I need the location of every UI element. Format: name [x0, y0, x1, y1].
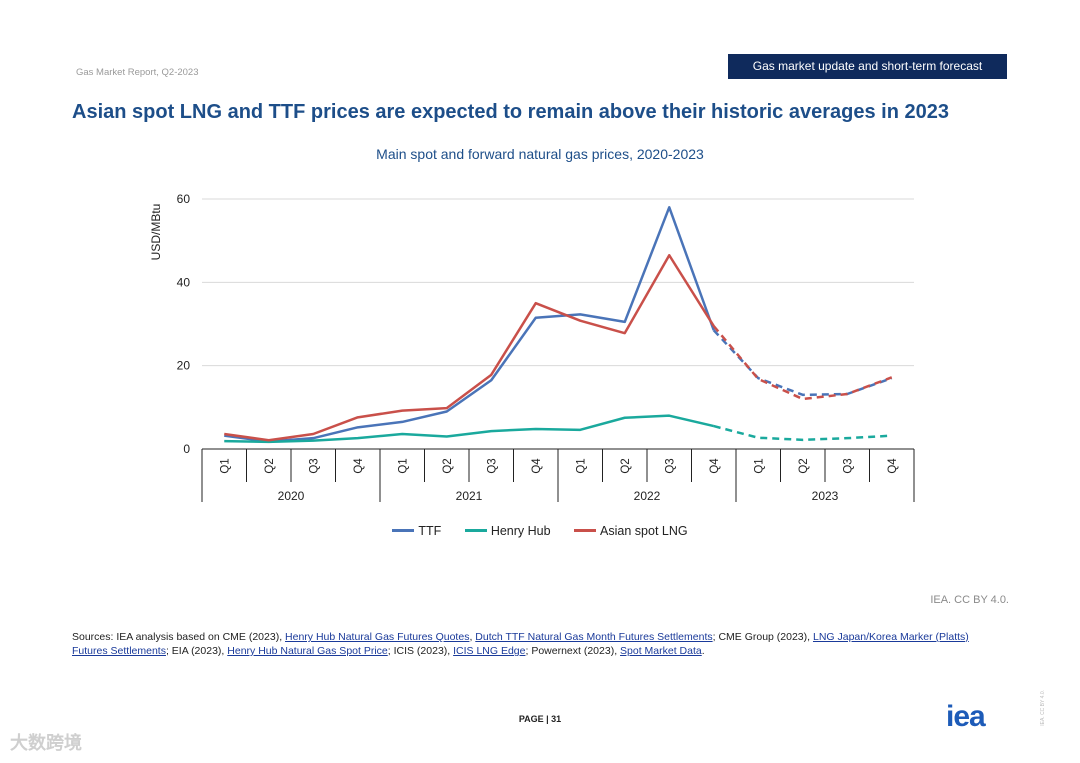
chart-legend: TTF Henry Hub Asian spot LNG	[0, 521, 1080, 538]
series-line-asian-spot-lng	[224, 254, 715, 442]
y-tick-label: 60	[177, 192, 191, 206]
sources-text: Sources: IEA analysis based on CME (2023…	[72, 631, 286, 643]
source-link-lng-japan-korea[interactable]: LNG Japan/Korea Marker (Platts) Futures …	[72, 631, 969, 657]
watermark: 大数跨境	[10, 733, 82, 753]
series-line-ttf	[224, 206, 715, 443]
x-tick-label: Q1	[753, 458, 765, 473]
x-tick-label: Q3	[486, 458, 498, 473]
x-tick-label: Q1	[219, 458, 231, 473]
sources-text: ,	[469, 631, 476, 643]
sources-text: ; Powernext (2023),	[525, 645, 621, 657]
iea-logo: iea	[946, 700, 986, 733]
legend-item-asian-lng[interactable]: Asian spot LNG	[574, 524, 688, 538]
series-line-henry-hub	[224, 414, 715, 444]
sources-text: .	[701, 645, 705, 657]
x-tick-label: Q3	[664, 458, 676, 473]
sources-text: ; EIA (2023),	[165, 645, 228, 657]
section-badge: Gas market update and short-term forecas…	[728, 54, 1007, 79]
x-tick-label: Q3	[842, 458, 854, 473]
source-link-spot-market-data[interactable]: Spot Market Data	[620, 645, 702, 657]
chart-credit: IEA. CC BY 4.0.	[930, 594, 1009, 606]
chart-title: Main spot and forward natural gas prices…	[376, 146, 704, 162]
x-tick-label: Q2	[620, 458, 632, 473]
page-number: PAGE | 31	[518, 714, 562, 724]
source-link-henry-hub-spot[interactable]: Henry Hub Natural Gas Spot Price	[227, 645, 388, 657]
y-axis-label: USD/MBtu	[149, 204, 163, 261]
legend-label-henry-hub: Henry Hub	[490, 523, 551, 538]
y-tick-label: 0	[183, 442, 190, 456]
side-license: IEA. CC BY 4.0.	[1040, 690, 1046, 726]
legend-swatch-ttf	[392, 529, 415, 532]
series-forecast-henry-hub	[713, 424, 892, 442]
x-tick-label: Q2	[264, 458, 276, 473]
x-tick-label: Q1	[397, 458, 409, 473]
y-tick-label: 20	[177, 359, 191, 373]
x-tick-label: Q2	[442, 458, 454, 473]
year-label: 2022	[634, 489, 661, 503]
series-forecast-asian-spot-lng	[712, 325, 893, 401]
legend-label-ttf: TTF	[418, 523, 442, 538]
x-tick-label: Q1	[575, 458, 587, 473]
source-link-icis-lng-edge[interactable]: ICIS LNG Edge	[453, 645, 526, 657]
source-link-dutch-ttf[interactable]: Dutch TTF Natural Gas Month Futures Sett…	[475, 631, 713, 643]
x-tick-label: Q4	[887, 458, 899, 474]
y-tick-label: 40	[177, 275, 191, 289]
year-label: 2023	[812, 489, 839, 503]
sources-text: ; CME Group (2023),	[712, 631, 813, 643]
legend-label-asian-lng: Asian spot LNG	[600, 523, 688, 538]
year-label: 2020	[278, 489, 305, 503]
year-label: 2021	[456, 489, 483, 503]
legend-swatch-asian-lng	[574, 529, 597, 532]
sources-note: Sources: IEA analysis based on CME (2023…	[72, 630, 992, 658]
x-tick-label: Q4	[531, 458, 543, 474]
x-tick-label: Q4	[353, 458, 365, 474]
source-link-henry-hub-futures[interactable]: Henry Hub Natural Gas Futures Quotes	[285, 631, 470, 643]
x-tick-label: Q4	[709, 458, 721, 474]
page-title: Asian spot LNG and TTF prices are expect…	[72, 101, 949, 123]
x-tick-label: Q3	[308, 458, 320, 473]
legend-item-henry-hub[interactable]: Henry Hub	[464, 523, 551, 538]
x-tick-label: Q2	[798, 458, 810, 473]
series-forecast-ttf	[712, 329, 893, 397]
sources-text: ; ICIS (2023),	[387, 645, 454, 657]
report-label: Gas Market Report, Q2-2023	[76, 67, 199, 78]
legend-item-ttf[interactable]: TTF	[392, 524, 441, 538]
legend-swatch-henry-hub	[464, 529, 487, 532]
